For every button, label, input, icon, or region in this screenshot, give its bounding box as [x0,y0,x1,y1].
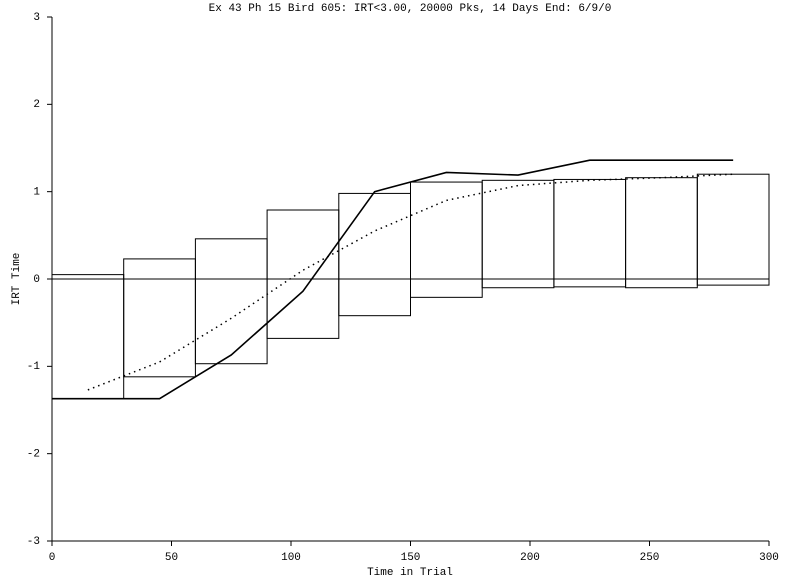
y-tick-label: -1 [27,361,41,373]
box [266,209,340,339]
y-tick-label: 3 [33,12,40,24]
box [625,177,698,289]
y-axis-label: IRT Time [11,253,23,306]
box [553,178,627,288]
x-tick-label: 100 [281,552,301,564]
box [194,238,268,365]
y-tick-label: -2 [27,449,40,461]
box [51,274,125,400]
y-tick-label: 2 [33,99,40,111]
y-tick-label: 1 [33,187,40,199]
x-tick-label: 250 [640,552,660,564]
series-line [52,159,734,400]
y-tick-label: 0 [33,274,40,286]
chart-title: Ex 43 Ph 15 Bird 605: IRT<3.00, 20000 Pk… [209,3,612,15]
box [410,181,483,298]
y-tick-label: -3 [27,536,40,548]
box [481,179,555,289]
box [123,258,196,378]
x-tick-label: 0 [49,552,56,564]
box [338,192,411,317]
x-tick-label: 200 [520,552,540,564]
x-tick-label: 300 [759,552,779,564]
x-axis-label: Time in Trial [367,567,453,579]
box [696,173,770,286]
x-tick-label: 150 [401,552,421,564]
x-tick-label: 50 [165,552,178,564]
